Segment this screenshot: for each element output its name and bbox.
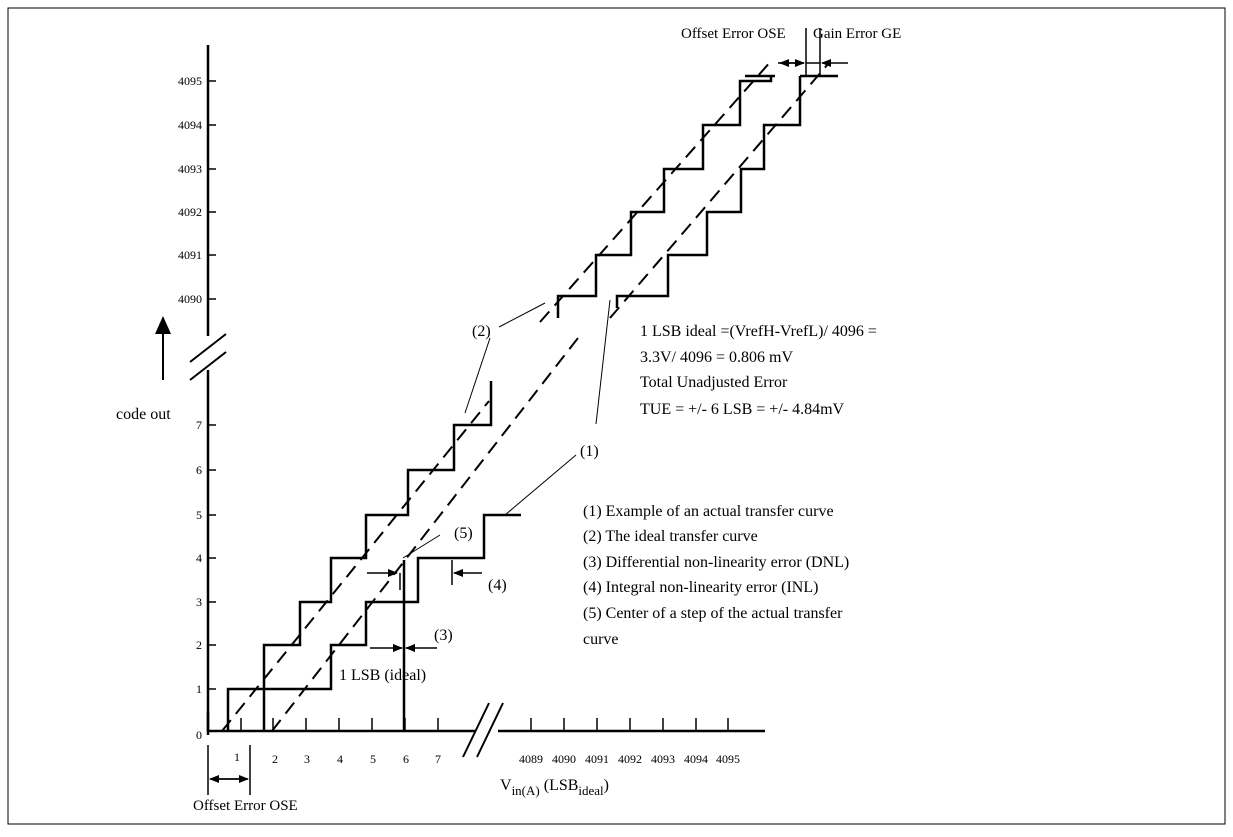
actual-transfer-steps bbox=[206, 74, 838, 731]
legend-item: curve bbox=[583, 631, 619, 648]
y-tick-label: 3 bbox=[196, 595, 202, 609]
y-axis-label: code out bbox=[116, 406, 171, 423]
inl-arrows bbox=[367, 560, 482, 590]
y-tick-label: 1 bbox=[196, 682, 202, 696]
y-tick-label: 4 bbox=[196, 551, 202, 565]
y-tick-label: 4092 bbox=[178, 205, 202, 219]
x-tick-label: 7 bbox=[435, 752, 441, 766]
one-lsb-label: 1 LSB (ideal) bbox=[339, 667, 426, 684]
callout-5-leader bbox=[402, 534, 441, 559]
note-line: TUE = +/- 6 LSB = +/- 4.84mV bbox=[640, 401, 845, 418]
note-line: 1 LSB ideal =(VrefH-VrefL)/ 4096 = bbox=[640, 323, 877, 340]
x-tick-label: 4095 bbox=[716, 752, 740, 766]
offset-error-bottom-label: Offset Error OSE bbox=[193, 798, 298, 814]
y-axis: 4095 4094 4093 4092 4091 4090 7 6 5 4 3 … bbox=[178, 45, 227, 742]
x-tick-label: 6 bbox=[403, 752, 409, 766]
callout-3-label: (3) bbox=[434, 627, 453, 644]
y-tick-label: 4094 bbox=[178, 118, 202, 132]
x-axis: 1 2 3 4 5 6 7 4089 4090 4091 4092 4093 4… bbox=[208, 702, 765, 766]
x-tick-label: 4092 bbox=[618, 752, 642, 766]
x-axis-label: Vin(A) (LSBideal) bbox=[500, 777, 609, 798]
y-tick-label: 4093 bbox=[178, 162, 202, 176]
callout-1-label: (1) bbox=[580, 443, 599, 460]
callout-5-label: (5) bbox=[454, 525, 473, 542]
x-tick-label: 4093 bbox=[651, 752, 675, 766]
y-tick-label: 7 bbox=[196, 418, 202, 432]
legend-item: (4) Integral non-linearity error (INL) bbox=[583, 579, 818, 596]
y-tick-label: 2 bbox=[196, 638, 202, 652]
y-tick-label: 4090 bbox=[178, 292, 202, 306]
note-line: Total Unadjusted Error bbox=[640, 374, 788, 391]
callout-leaders bbox=[464, 299, 611, 516]
x-tick-label: 4090 bbox=[552, 752, 576, 766]
origin-label: 0 bbox=[196, 728, 202, 742]
ideal-transfer-lines bbox=[221, 59, 829, 732]
callout-2-label: (2) bbox=[472, 323, 491, 340]
offset-error-bottom bbox=[207, 745, 251, 795]
offset-error-top-label: Offset Error OSE bbox=[681, 26, 786, 42]
y-tick-label: 4091 bbox=[178, 248, 202, 262]
x-tick-label: 5 bbox=[370, 752, 376, 766]
y-tick-label: 6 bbox=[196, 463, 202, 477]
callout-4-label: (4) bbox=[488, 577, 507, 594]
x-tick-label: 2 bbox=[272, 752, 278, 766]
x-tick-label: 4091 bbox=[585, 752, 609, 766]
note-line: 3.3V/ 4096 = 0.806 mV bbox=[640, 349, 793, 366]
legend-item: (2) The ideal transfer curve bbox=[583, 528, 758, 545]
top-error-arrows bbox=[778, 28, 848, 75]
x-tick-label: 4089 bbox=[519, 752, 543, 766]
legend-item: (3) Differential non-linearity error (DN… bbox=[583, 554, 849, 571]
x-tick-label: 4094 bbox=[684, 752, 708, 766]
y-tick-label: 5 bbox=[196, 508, 202, 522]
figure-border bbox=[7, 7, 1226, 825]
x-tick-label: 4 bbox=[337, 752, 343, 766]
x-tick-label: 3 bbox=[304, 752, 310, 766]
x-tick-label: 1 bbox=[234, 750, 240, 764]
legend-item: (5) Center of a step of the actual trans… bbox=[583, 605, 843, 622]
legend-item: (1) Example of an actual transfer curve bbox=[583, 503, 834, 520]
up-arrowhead-icon bbox=[155, 316, 171, 334]
y-tick-label: 4095 bbox=[178, 74, 202, 88]
gain-error-top-label: Gain Error GE bbox=[813, 26, 901, 42]
